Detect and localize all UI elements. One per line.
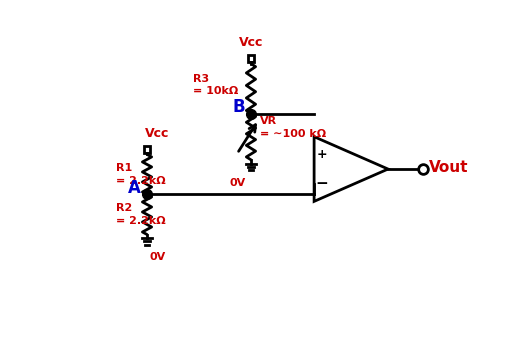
Text: B: B <box>232 98 245 117</box>
Text: R2
= 2.2kΩ: R2 = 2.2kΩ <box>116 203 166 226</box>
Bar <box>248 56 254 62</box>
Bar <box>144 146 151 153</box>
Text: 0V: 0V <box>149 252 166 262</box>
Text: 0V: 0V <box>229 177 245 188</box>
Text: Vout: Vout <box>429 160 468 175</box>
Text: +: + <box>317 148 327 161</box>
Text: VR
= ∼100 kΩ: VR = ∼100 kΩ <box>260 116 326 139</box>
Text: Vcc: Vcc <box>239 36 264 49</box>
Text: R1
= 2.2kΩ: R1 = 2.2kΩ <box>116 163 166 186</box>
Text: R3
= 10kΩ: R3 = 10kΩ <box>193 74 238 96</box>
Text: A: A <box>128 179 141 197</box>
Text: Vcc: Vcc <box>145 127 169 140</box>
Text: −: − <box>316 176 328 191</box>
